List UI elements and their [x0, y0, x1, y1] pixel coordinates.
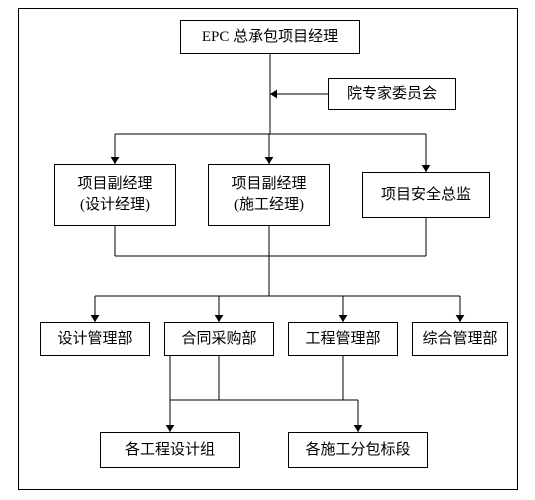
node-dep_design: 项目副经理(设计经理)	[54, 164, 176, 226]
node-mgmt4: 综合管理部	[412, 322, 508, 356]
node-bottom2: 各施工分包标段	[288, 432, 428, 468]
node-bottom1: 各工程设计组	[100, 432, 240, 468]
node-mgmt1: 设计管理部	[40, 322, 150, 356]
node-mgmt4-line0: 综合管理部	[422, 329, 497, 350]
node-top: EPC 总承包项目经理	[180, 20, 360, 54]
node-committee-line0: 院专家委员会	[347, 84, 437, 105]
node-mgmt3: 工程管理部	[288, 322, 398, 356]
node-dep_safety: 项目安全总监	[362, 172, 490, 218]
node-bottom2-line0: 各施工分包标段	[305, 440, 410, 461]
node-mgmt1-line0: 设计管理部	[57, 329, 132, 350]
node-dep_const-line0: 项目副经理	[231, 174, 306, 195]
node-dep_const-line1: (施工经理)	[234, 195, 304, 216]
node-bottom1-line0: 各工程设计组	[125, 440, 215, 461]
node-dep_design-line0: 项目副经理	[77, 174, 152, 195]
node-dep_const: 项目副经理(施工经理)	[208, 164, 330, 226]
org-chart: EPC 总承包项目经理院专家委员会项目副经理(设计经理)项目副经理(施工经理)项…	[0, 0, 535, 500]
node-mgmt3-line0: 工程管理部	[305, 329, 380, 350]
node-top-line0: EPC 总承包项目经理	[202, 27, 338, 48]
node-committee: 院专家委员会	[328, 78, 456, 110]
node-mgmt2: 合同采购部	[164, 322, 274, 356]
node-dep_safety-line0: 项目安全总监	[381, 185, 471, 206]
node-dep_design-line1: (设计经理)	[80, 195, 150, 216]
node-mgmt2-line0: 合同采购部	[181, 329, 256, 350]
